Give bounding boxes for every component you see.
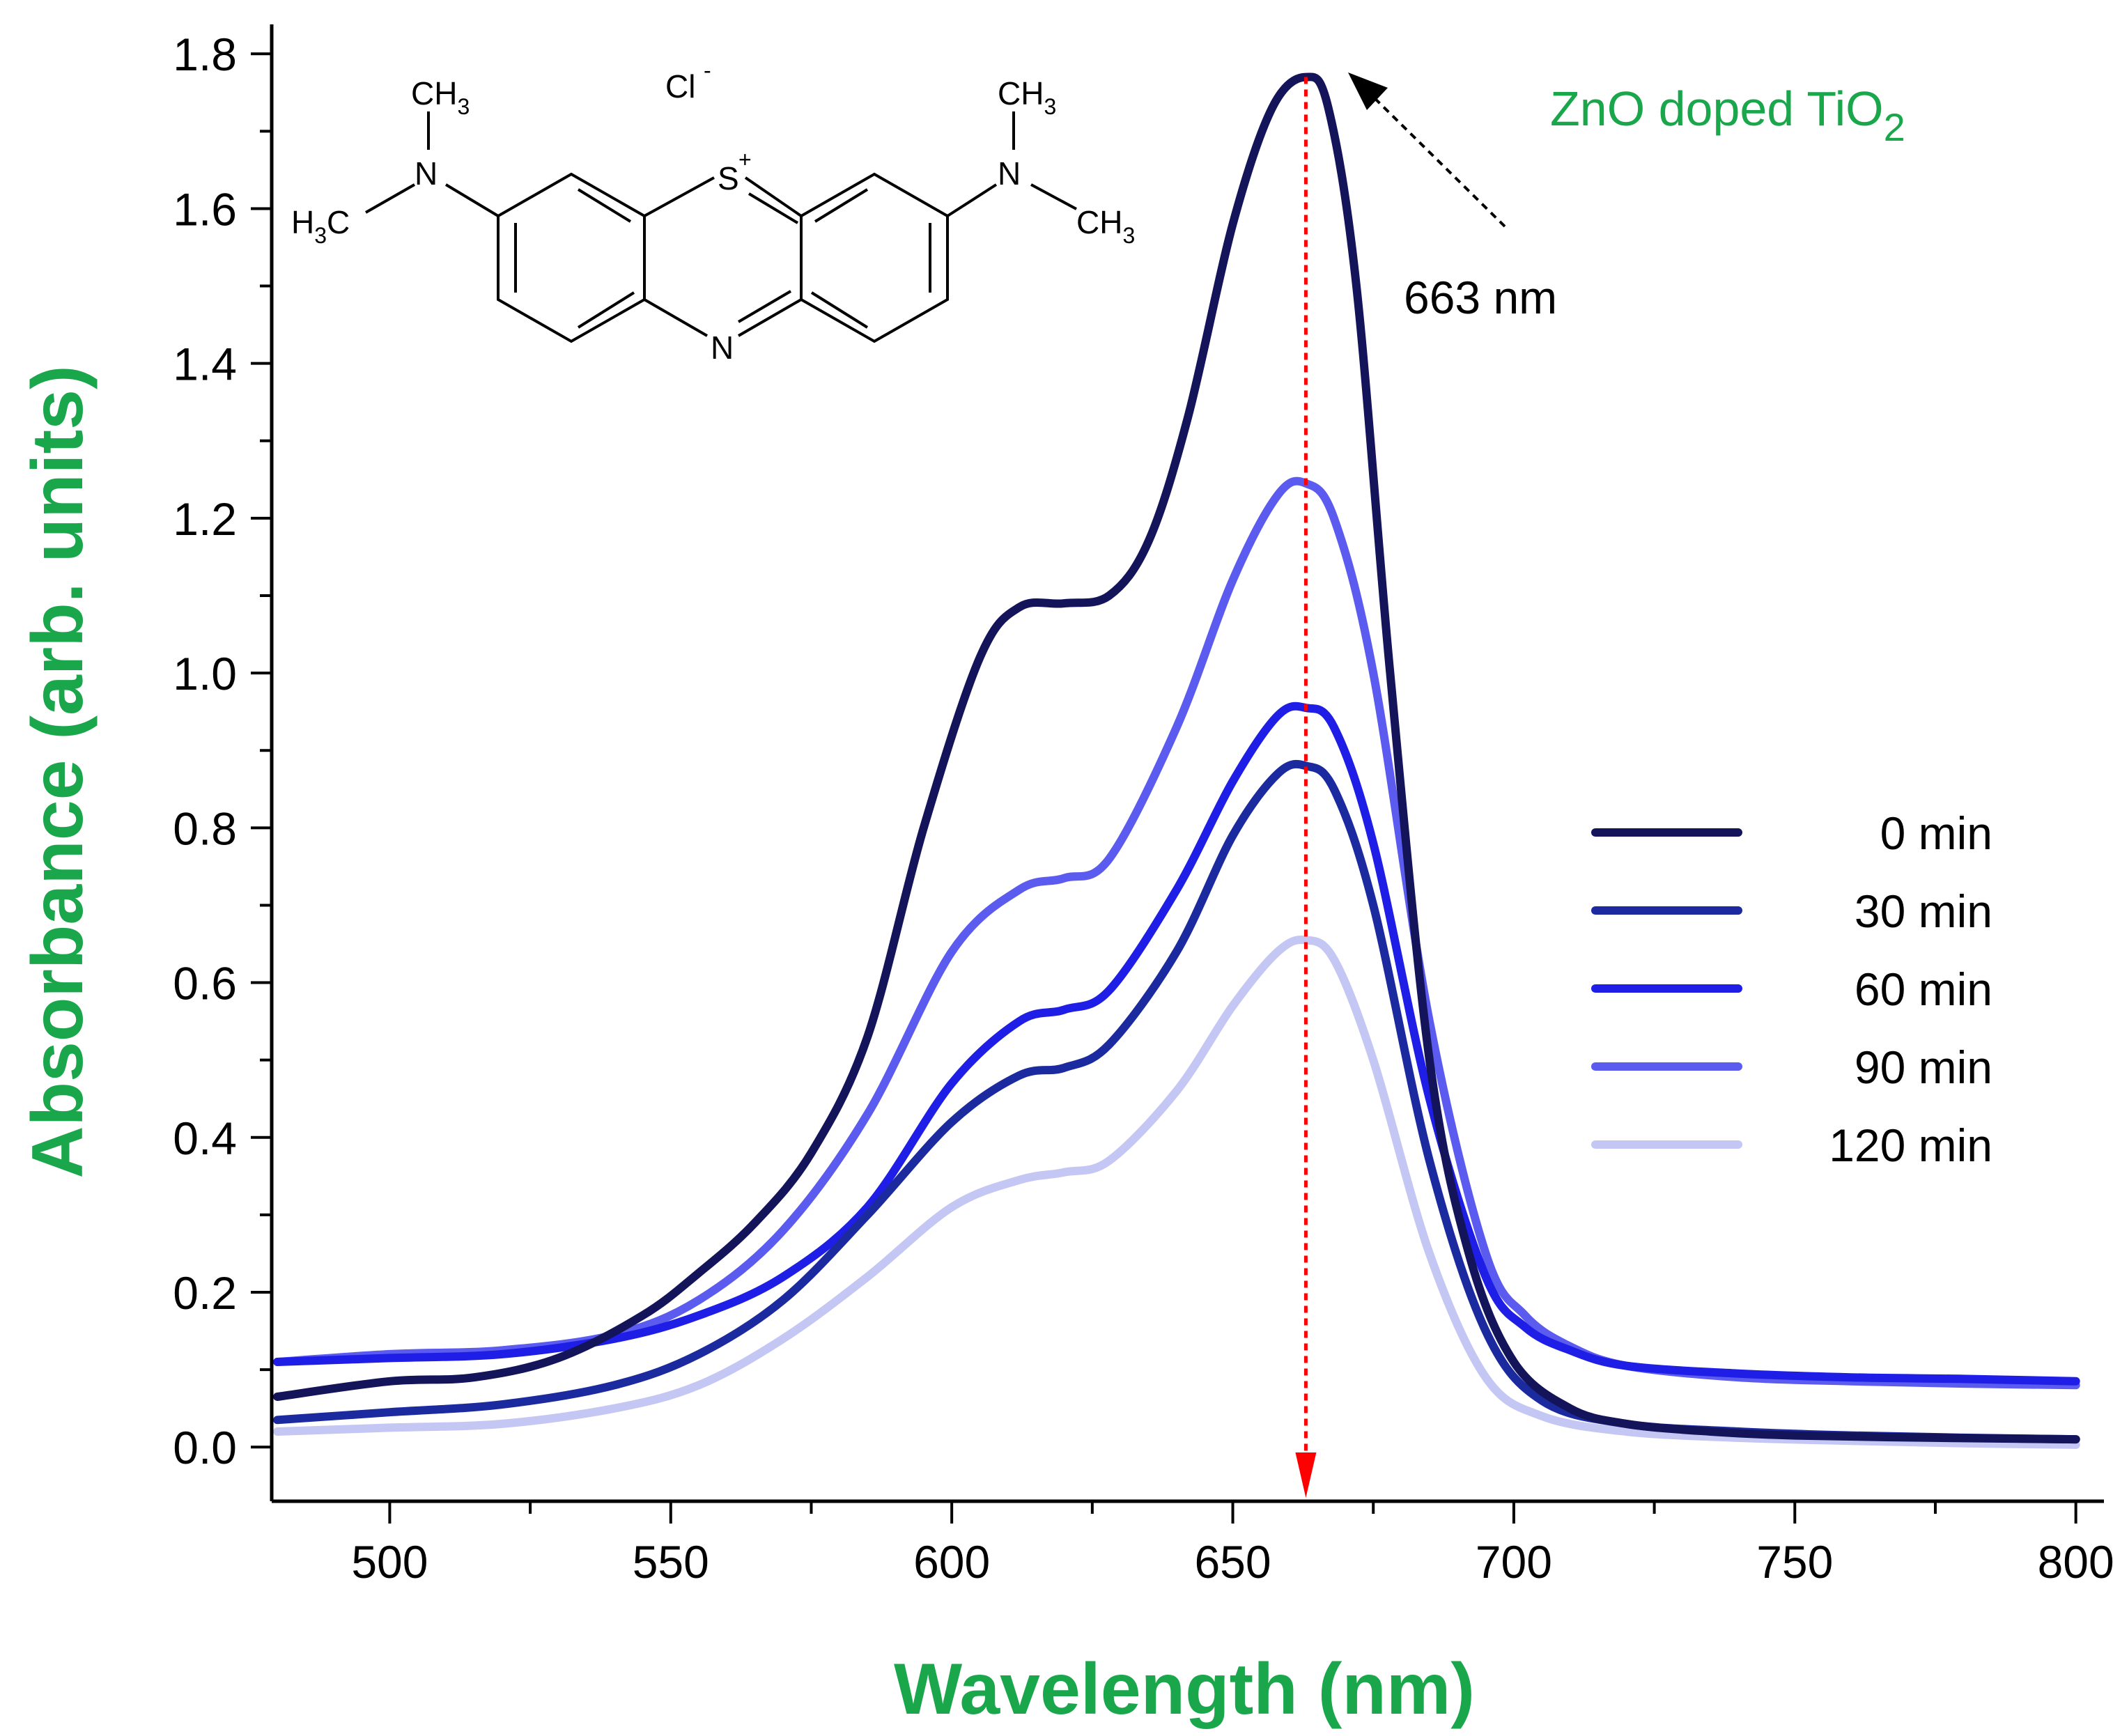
right-methyl-bond-down [1030,183,1077,210]
y-tick-label: 0.4 [173,1113,237,1164]
right-methyl-label: CH3 [1076,204,1135,248]
chloride-charge: - [704,58,711,83]
right-nitrogen-label: N [998,155,1021,192]
peak-annotation-arrow-shaft [1364,88,1506,228]
y-tick-label: 0.2 [173,1267,237,1319]
x-tick-label: 800 [2038,1536,2113,1588]
series-line-4 [273,935,2080,1449]
peak-annotation: 663 nm [1348,72,1557,323]
central-ring-bond-s-left [644,176,715,217]
legend-label-3: 90 min [1855,1041,1992,1093]
central-ring-bond-n-right [737,298,803,337]
peak-annotation-label: 663 nm [1404,272,1557,323]
x-axis-title: Wavelength (nm) [894,1649,1475,1730]
central-ring-bond-n-left [643,298,709,337]
sample-label-sub: 2 [1884,105,1905,149]
peak-arrowhead [1295,1452,1317,1498]
right-ring-inner-bond-2 [810,291,869,329]
y-tick-label: 1.4 [173,339,237,390]
x-tick-label: 700 [1476,1536,1552,1588]
right-amine-bond [946,183,998,217]
sulfur-label: S [718,160,739,196]
y-tick-label: 1.2 [173,493,237,545]
left-methyl-label: H3C [291,204,350,248]
chloride-label: Cl [665,68,695,104]
legend-label-1: 30 min [1855,885,1992,937]
series-line-0 [273,72,2080,1444]
legend-label-2: 60 min [1855,963,1992,1015]
peak-marker [1295,77,1317,1498]
left-ring-inner-bond-2 [577,291,635,329]
peak-annotation-arrowhead [1348,72,1388,110]
y-ticks: 0.0 0.2 0.4 0.6 0.8 1.0 1.2 1.4 1.6 1.8 [173,29,272,1473]
series-line-1 [273,759,2080,1444]
central-ring-bond-s-right [744,176,803,217]
methylene-blue-structure [365,111,1077,343]
left-top-methyl-label: CH3 [411,75,470,119]
methylene-blue-labels: Cl - S + N N N CH3 H3C CH3 CH3 [291,58,1135,366]
y-tick-label: 0.0 [173,1422,237,1473]
x-tick-label: 650 [1194,1536,1271,1588]
legend: 0 min 30 min 60 min 90 min 120 min [1591,807,1992,1171]
axes: 500 550 600 650 700 750 800 0.0 0.2 0.4 0.6 0.8 1.0… [173,24,2113,1588]
x-tick-label: 600 [913,1536,990,1588]
x-ticks: 500 550 600 650 700 750 800 [351,1501,2113,1588]
right-benzene-ring [800,172,949,343]
series-line-3 [273,476,2080,1390]
y-tick-label: 0.8 [173,803,237,854]
x-tick-label: 500 [351,1536,428,1588]
ring-nitrogen-label: N [711,330,734,366]
left-ring-inner-bond-3 [577,188,632,223]
central-ring-double-bond-n [737,290,792,323]
sample-label-main: ZnO doped TiO [1550,82,1884,136]
sample-label: ZnO doped TiO2 [1550,82,1905,149]
legend-label-4: 120 min [1829,1119,1992,1171]
y-tick-label: 1.6 [173,183,237,235]
x-tick-label: 750 [1756,1536,1833,1588]
legend-label-0: 0 min [1880,807,1992,859]
y-axis-title: Absorbance (arb. units) [17,365,98,1178]
y-tick-label: 0.6 [173,958,237,1009]
right-top-methyl-label: CH3 [998,75,1056,119]
left-amine-bond [444,183,500,217]
y-tick-label: 1.0 [173,648,237,699]
y-tick-label: 1.8 [173,29,237,80]
x-tick-label: 550 [633,1536,709,1588]
left-methyl-bond-down [365,183,415,214]
left-benzene-ring [497,172,646,343]
series-group [273,72,2080,1449]
central-ring-double-bond [748,192,799,224]
left-nitrogen-label: N [415,155,438,192]
right-ring-inner-bond-3 [814,188,869,223]
sulfur-charge: + [738,147,752,172]
series-line-2 [273,702,2080,1386]
